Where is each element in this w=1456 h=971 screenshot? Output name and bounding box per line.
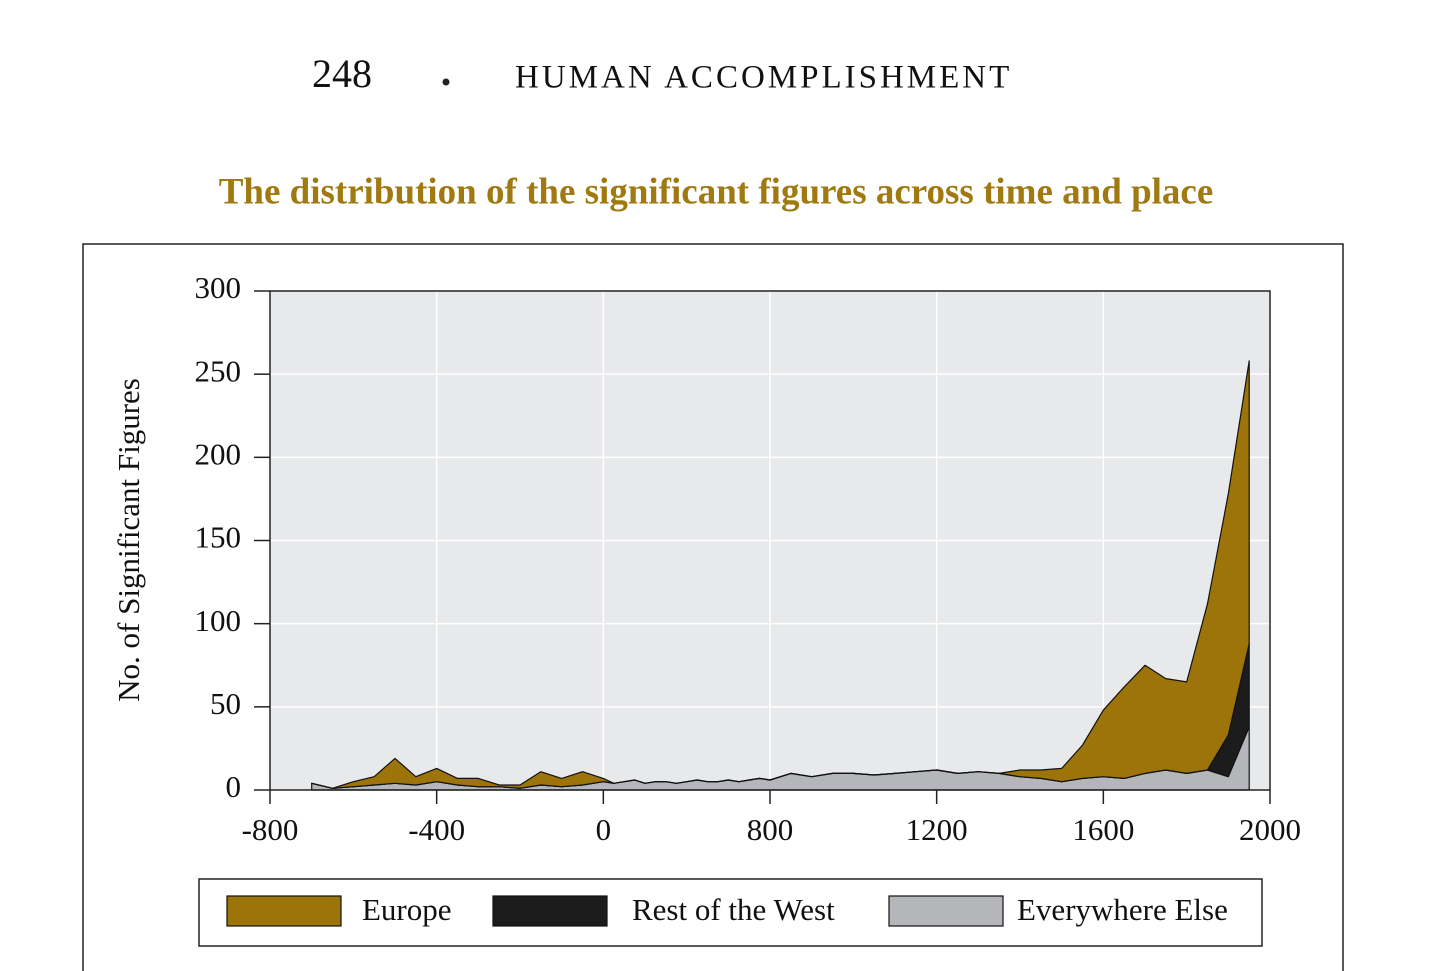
legend: [198, 878, 1263, 947]
page-number: 248: [312, 51, 372, 96]
area: [311, 360, 1250, 789]
y-tick-label: 50: [210, 686, 241, 721]
y-tick-label: 0: [226, 769, 242, 804]
legend-label: Europe: [362, 892, 452, 927]
legend-swatch: [226, 895, 342, 927]
y-tick-label: 100: [195, 603, 242, 638]
x-tick-label: 1600: [1072, 812, 1134, 847]
y-axis-label: No. of Significant Figures: [111, 378, 146, 702]
y-tick-label: 200: [195, 436, 242, 471]
legend-label: Rest of the West: [632, 892, 835, 927]
legend-swatch: [888, 895, 1004, 927]
x-tick-label: 0: [596, 812, 612, 847]
x-tick-label: 2000: [1239, 812, 1301, 847]
legend-swatch: [492, 895, 608, 927]
y-tick-label: 300: [195, 270, 242, 305]
chart-title: The distribution of the significant figu…: [219, 171, 1214, 212]
x-tick-label: -800: [242, 812, 299, 847]
x-tick-label: 1200: [906, 812, 968, 847]
x-tick-label: -400: [408, 812, 465, 847]
frame: [82, 243, 1344, 971]
x-tick-label: 800: [747, 812, 794, 847]
y-tick-label: 150: [195, 520, 242, 555]
legend-label: Everywhere Else: [1017, 892, 1228, 927]
running-head: HUMAN ACCOMPLISHMENT: [515, 60, 1012, 96]
y-tick-label: 250: [195, 353, 242, 388]
bullet: [442, 78, 450, 86]
